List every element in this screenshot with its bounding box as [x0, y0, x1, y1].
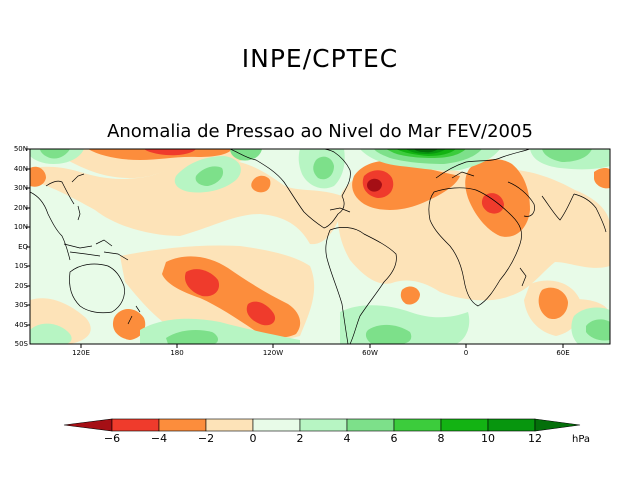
coastline — [507, 181, 575, 221]
positive-anomaly-area — [230, 149, 262, 161]
lat-label-eq: EQ — [18, 243, 28, 251]
colorbar-segment — [205, 418, 254, 432]
positive-anomaly-area — [414, 149, 438, 153]
coastline — [428, 187, 522, 307]
coastlines — [30, 149, 607, 344]
colorbar-unit: hPa — [572, 434, 591, 445]
negative-anomaly-area — [184, 269, 220, 297]
positive-anomaly-area — [195, 166, 224, 186]
colorbar-segment — [252, 418, 301, 432]
coastline — [325, 227, 397, 344]
colorbar-arrow-high — [534, 418, 581, 432]
lat-label-40s: 40S — [14, 321, 28, 329]
negative-anomaly-area — [538, 287, 568, 320]
coastline — [103, 251, 129, 261]
lat-label-10n: 10N — [13, 223, 28, 231]
agency-title: INPE/CPTEC — [241, 44, 399, 73]
lon-label-60w: 60W — [362, 349, 378, 357]
negative-anomaly-area — [400, 286, 420, 305]
positive-anomaly-area — [313, 156, 334, 180]
colorbar-segment — [111, 418, 160, 432]
positive-anomaly-area — [30, 323, 72, 344]
colorbar-arrow-low — [63, 418, 113, 432]
colorbar-label: −4 — [150, 432, 168, 445]
coastline — [127, 305, 141, 325]
negative-anomaly-area — [481, 193, 504, 214]
lat-label-10s: 10S — [14, 262, 28, 270]
lon-label-60e: 60E — [556, 349, 570, 357]
lat-label-20n: 20N — [13, 204, 28, 212]
colorbar-label: −6 — [103, 432, 121, 445]
colorbar — [63, 418, 581, 432]
lat-label-50n: 50N — [13, 145, 28, 153]
negative-anomaly-area — [251, 175, 271, 193]
colorbar-label: 2 — [296, 432, 304, 445]
coastline — [573, 193, 607, 233]
negative-anomaly-area — [144, 149, 196, 156]
colorbar-segment — [346, 418, 395, 432]
colorbar-label: 4 — [343, 432, 351, 445]
negative-anomaly-area — [246, 301, 276, 326]
negative-anomaly-area — [88, 149, 232, 160]
positive-anomaly-area — [542, 149, 592, 162]
lat-label-20s: 20S — [14, 282, 28, 290]
negative-anomaly-area — [594, 168, 610, 189]
lat-label-30s: 30S — [14, 301, 28, 309]
lat-label-50s: 50S — [14, 340, 28, 348]
colorbar-label: 10 — [481, 432, 495, 445]
coastline — [63, 205, 113, 257]
colorbar-label: 8 — [437, 432, 445, 445]
axis-ticks — [26, 148, 564, 348]
map-frame — [30, 149, 610, 344]
colorbar-label: 12 — [528, 432, 542, 445]
negative-anomaly-area — [367, 178, 382, 192]
coastline — [71, 173, 85, 183]
coastline — [69, 263, 125, 314]
coastline — [329, 207, 351, 213]
positive-anomaly-area — [365, 324, 412, 344]
coastline — [30, 180, 75, 261]
lat-label-30n: 30N — [13, 184, 28, 192]
colorbar-label: 0 — [249, 432, 257, 445]
coastline — [435, 149, 531, 179]
coastline — [229, 149, 351, 229]
colorbar-segment — [393, 418, 442, 432]
colorbar-segment — [440, 418, 489, 432]
negative-anomaly-area — [112, 309, 146, 340]
colorbar-segment — [158, 418, 207, 432]
positive-anomaly-area — [166, 330, 218, 344]
lon-label-120w: 120W — [262, 349, 284, 357]
coastline — [519, 267, 527, 287]
negative-anomaly-area — [30, 166, 46, 187]
lat-label-40n: 40N — [13, 165, 28, 173]
lon-label-120e: 120E — [72, 349, 90, 357]
colorbar-segment — [487, 418, 536, 432]
colorbar-label: 6 — [390, 432, 398, 445]
positive-anomaly-area — [586, 319, 610, 341]
lon-label-0: 0 — [463, 349, 469, 357]
lon-label-180: 180 — [170, 349, 184, 357]
colorbar-segment — [299, 418, 348, 432]
colorbar-label: −2 — [197, 432, 215, 445]
map-title: Anomalia de Pressao ao Nivel do Mar FEV/… — [107, 121, 533, 142]
positive-anomaly-area — [40, 149, 70, 159]
